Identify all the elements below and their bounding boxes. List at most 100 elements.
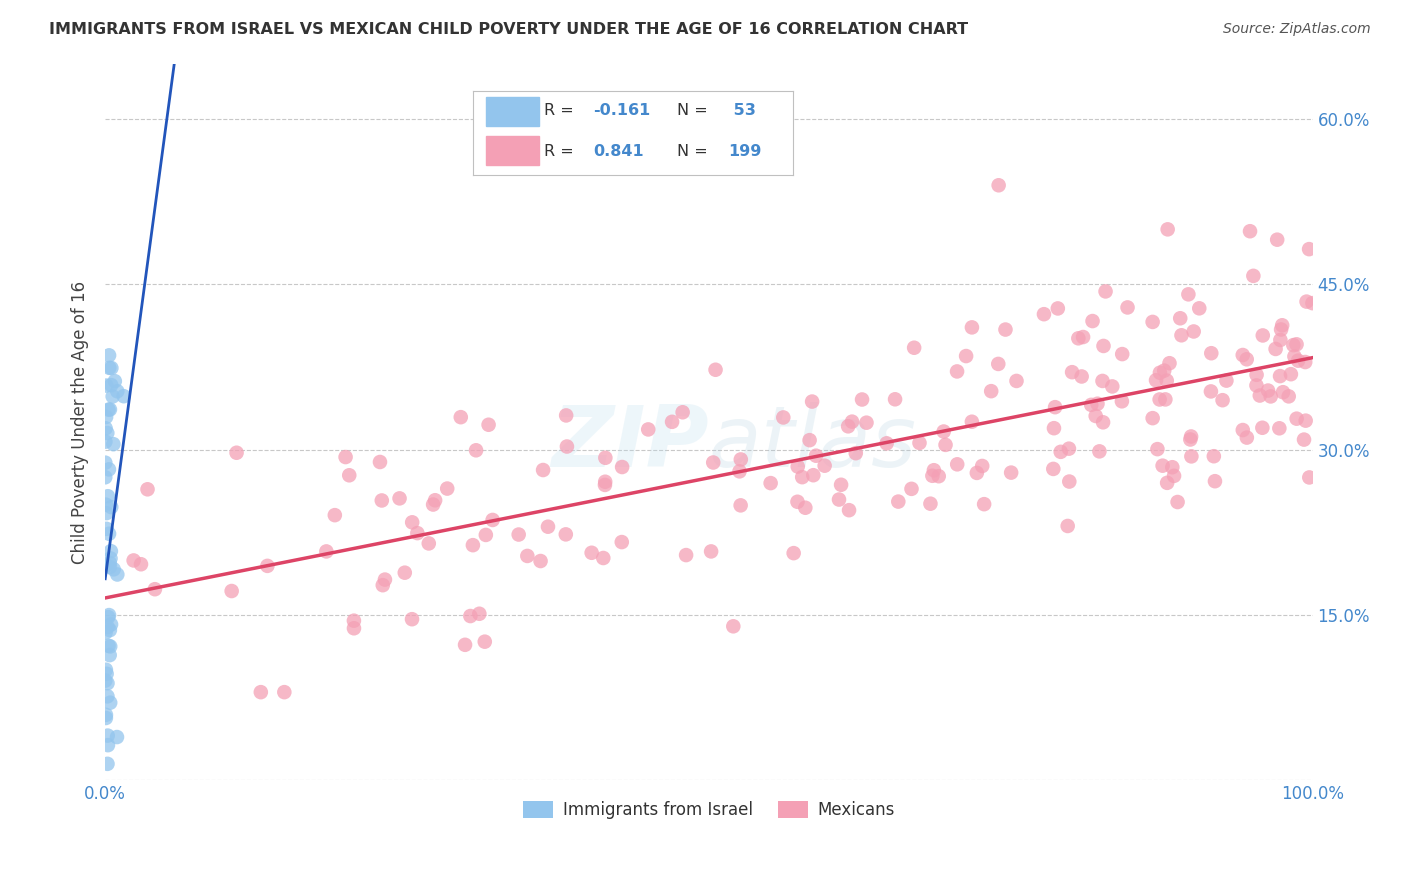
Point <box>554 527 576 541</box>
Point <box>1236 431 1258 445</box>
Point <box>1084 409 1107 423</box>
Point <box>932 425 955 439</box>
Point <box>529 554 551 568</box>
Point <box>103 562 125 576</box>
Point <box>792 470 814 484</box>
Point <box>1202 449 1225 463</box>
Point <box>1284 350 1306 364</box>
Point <box>1180 450 1202 464</box>
Point <box>1180 433 1202 447</box>
Point <box>593 478 616 492</box>
Point <box>955 349 977 363</box>
Point <box>922 463 945 477</box>
Point <box>980 384 1002 399</box>
Point <box>1232 348 1254 362</box>
Point <box>1298 242 1320 256</box>
Point <box>1212 393 1234 408</box>
Point <box>1000 466 1022 480</box>
Point <box>1111 347 1133 361</box>
Point <box>1101 379 1123 393</box>
Point <box>730 499 752 513</box>
Point <box>112 389 135 403</box>
Point <box>672 405 695 419</box>
Point <box>97 738 120 752</box>
Point <box>1149 392 1171 407</box>
Point <box>884 392 907 407</box>
Legend: Immigrants from Israel, Mexicans: Immigrants from Israel, Mexicans <box>516 794 901 826</box>
Point <box>100 361 122 376</box>
Point <box>401 612 423 626</box>
Point <box>94 470 117 484</box>
Point <box>96 378 118 392</box>
Point <box>1153 363 1175 377</box>
Point <box>450 410 472 425</box>
Point <box>1092 339 1115 353</box>
Point <box>794 500 817 515</box>
Point <box>468 607 491 621</box>
Point <box>1049 445 1071 459</box>
Point <box>799 433 821 447</box>
Point <box>97 402 120 417</box>
Point <box>98 526 121 541</box>
Point <box>100 551 122 566</box>
Point <box>406 526 429 541</box>
Point <box>1204 474 1226 488</box>
Point <box>1270 333 1292 347</box>
Point <box>335 450 357 464</box>
Point <box>1298 470 1320 484</box>
Point <box>105 567 128 582</box>
Point <box>1156 475 1178 490</box>
Point <box>1246 368 1268 382</box>
Point <box>1301 296 1323 310</box>
Point <box>1062 365 1084 379</box>
Point <box>371 578 394 592</box>
Point <box>595 450 617 465</box>
Point <box>454 638 477 652</box>
Point <box>537 519 560 533</box>
Point <box>700 544 723 558</box>
Point <box>1188 301 1211 316</box>
Point <box>960 320 983 334</box>
Point <box>225 446 247 460</box>
Point <box>100 617 122 632</box>
Point <box>122 553 145 567</box>
Point <box>315 544 337 558</box>
Point <box>772 410 794 425</box>
Point <box>105 384 128 399</box>
Point <box>98 348 121 362</box>
Point <box>98 560 121 574</box>
Point <box>1156 374 1178 388</box>
Point <box>1087 397 1109 411</box>
Point <box>782 546 804 560</box>
Point <box>851 392 873 407</box>
Point <box>94 663 117 677</box>
Point <box>1251 328 1274 343</box>
Point <box>98 608 121 623</box>
Point <box>1246 378 1268 392</box>
Point <box>704 363 727 377</box>
Point <box>828 492 851 507</box>
Point <box>855 416 877 430</box>
Point <box>136 483 159 497</box>
Point <box>966 466 988 480</box>
Point <box>592 551 614 566</box>
Point <box>343 621 366 635</box>
Point <box>723 619 745 633</box>
Point <box>94 498 117 512</box>
Point <box>1294 355 1316 369</box>
Point <box>96 425 118 440</box>
Point <box>97 489 120 503</box>
Point <box>273 685 295 699</box>
Point <box>1239 224 1261 238</box>
Point <box>481 513 503 527</box>
Point <box>675 548 697 562</box>
Point <box>1057 442 1080 456</box>
Point <box>702 456 724 470</box>
Point <box>337 468 360 483</box>
Point <box>96 506 118 520</box>
Point <box>374 573 396 587</box>
Point <box>250 685 273 699</box>
Y-axis label: Child Poverty Under the Age of 16: Child Poverty Under the Age of 16 <box>72 281 89 564</box>
Point <box>98 648 121 662</box>
Point <box>1279 367 1302 381</box>
